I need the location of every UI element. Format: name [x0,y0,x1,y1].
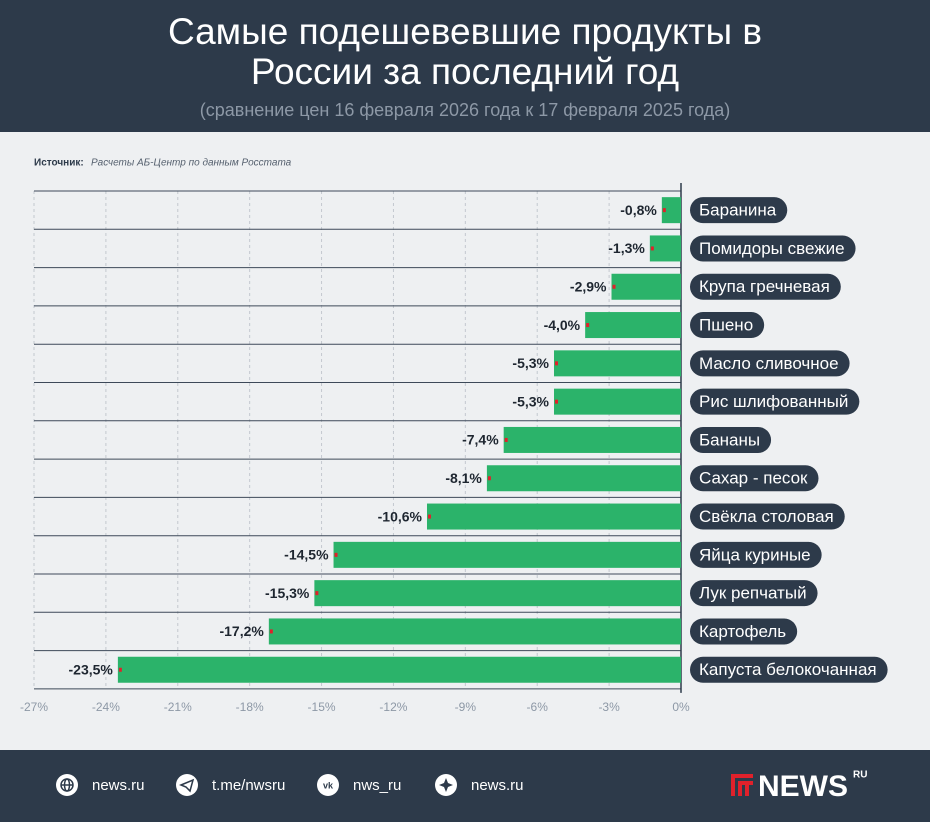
category-pill [690,197,788,224]
category-label: Бананы [699,430,760,449]
category-pill [690,541,822,568]
x-tick-label: -15% [308,700,336,714]
bar-end-marker [269,629,273,634]
category-pill [690,580,818,607]
category-label: Капуста белокочанная [699,660,877,679]
x-tick-label: -24% [92,700,120,714]
category-pill [690,388,860,415]
x-tick-label: -21% [164,700,192,714]
x-tick-label: -9% [455,700,477,714]
bar [268,618,681,645]
bar [426,503,681,530]
bar-end-marker [334,552,338,557]
category-label: Сахар - песок [699,469,808,488]
header: Самые подешевевшие продукты в России за … [0,0,930,132]
value-label: -4,0% [544,317,581,333]
source-label: Источник: [34,158,84,169]
category-pill [690,465,819,492]
x-tick-label: -3% [598,700,620,714]
bar [117,656,682,683]
bar-end-marker [554,361,558,366]
bar [314,580,681,607]
bar-end-marker [662,208,666,213]
x-tick-label: -12% [379,700,407,714]
logo-mark [731,774,753,796]
bar-end-marker [586,323,590,328]
category-label: Крупа гречневая [699,277,830,296]
x-tick-label: -18% [236,700,264,714]
bar [585,312,681,339]
category-label: Лук репчатый [699,584,807,603]
bar [661,197,681,224]
category-label: Свёкла столовая [699,507,834,526]
logo: NEWS [758,770,848,803]
category-pill [690,426,772,453]
value-label: -15,3% [265,585,310,601]
bar-end-marker [118,667,122,672]
category-pill [690,350,850,377]
value-label: -2,9% [570,278,607,294]
chart: Источник: Расчеты АБ-Центр по данным Рос… [20,158,888,714]
value-label: -8,1% [445,470,482,486]
category-pill [690,503,845,530]
bar-end-marker [504,437,508,442]
bar-end-marker [650,246,654,251]
category-label: Помидоры свежие [699,239,845,258]
bar [611,273,681,300]
logo-sup: RU [853,770,867,781]
bar [503,426,681,453]
x-tick-label: 0% [672,700,690,714]
category-pill [690,656,888,683]
footer: vk news.ru t.me/nwsru nws_ru news.ru NEW… [0,750,930,822]
chart-subtitle: (сравнение цен 16 февраля 2026 года к 17… [199,100,731,120]
value-label: -7,4% [462,432,499,448]
bar [553,388,681,415]
bar-end-marker [315,591,319,596]
category-pill [690,273,841,300]
category-pill [690,618,798,645]
footer-link[interactable]: t.me/nwsru [212,777,285,794]
source: Расчеты АБ-Центр по данным Росстата [91,158,292,169]
value-label: -14,5% [284,547,329,563]
x-tick-label: -27% [20,700,48,714]
value-label: -5,3% [512,393,549,409]
footer-link[interactable]: news.ru [471,777,524,794]
svg-text:vk: vk [323,780,334,790]
bar-end-marker [427,514,431,519]
value-label: -0,8% [620,202,657,218]
category-label: Яйца куриные [699,545,811,564]
bar [649,235,681,262]
bar [333,541,681,568]
value-label: -23,5% [69,661,114,677]
bar [486,465,681,492]
value-label: -5,3% [512,355,549,371]
category-pill [690,312,765,339]
bar-end-marker [487,476,491,481]
x-tick-label: -6% [527,700,549,714]
category-label: Картофель [699,622,786,641]
category-label: Баранина [699,201,777,220]
value-label: -10,6% [378,508,423,524]
bar-end-marker [554,399,558,404]
footer-link[interactable]: news.ru [92,777,145,794]
chart-title: Самые подешевевшие продукты в России за … [167,11,763,92]
footer-link[interactable]: nws_ru [353,777,401,794]
value-label: -1,3% [608,240,645,256]
category-pill [690,235,856,262]
value-label: -17,2% [219,623,264,639]
category-label: Пшено [699,316,753,335]
category-label: Рис шлифованный [699,392,848,411]
bar-end-marker [612,284,616,289]
category-label: Масло сливочное [699,354,839,373]
bar [553,350,681,377]
